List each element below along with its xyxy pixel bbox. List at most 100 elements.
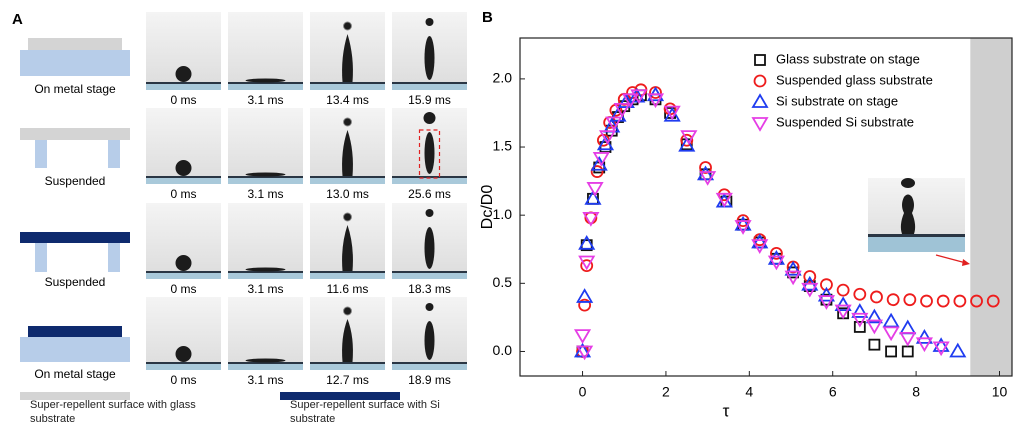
reflection [228,273,303,279]
reflection [392,364,467,370]
data-point [865,319,883,335]
data-point [678,136,696,152]
jet [424,321,435,360]
data-point [803,270,817,283]
y-axis-label: Dc/D0 [479,185,496,230]
data-point [715,192,733,208]
reflection [146,84,221,90]
photo [228,108,303,184]
x-tick-label: 8 [912,384,920,400]
time-label: 3.1 ms [247,187,283,201]
legend-marker [751,93,769,108]
data-point [576,345,594,361]
substrate [228,362,303,364]
data-point [680,133,694,147]
reflection [310,364,385,370]
legend-label: Si substrate on stage [776,93,898,108]
inset [868,178,970,266]
data-point [680,130,698,145]
y-tick-label: 2.0 [493,70,513,86]
data-point [734,215,752,231]
substrate [228,82,303,84]
data-point [834,296,852,312]
data-point [920,294,933,308]
data-point [801,282,819,298]
data-point [899,319,917,335]
data-point [970,294,983,308]
data-point [586,182,604,197]
droplet [425,303,434,311]
droplet [343,306,352,316]
reflection [310,84,385,90]
substrate [392,271,467,273]
time-label: 3.1 ms [247,373,283,387]
data-point [699,161,712,174]
schematic [20,38,400,400]
data-point [590,165,604,178]
x-tick-label: 10 [992,384,1008,400]
row-label: Suspended [45,275,106,289]
droplet [245,358,286,363]
reflection [392,178,467,184]
panel-label: A [12,11,23,28]
droplet [245,172,286,177]
x-tick-label: 2 [662,384,670,400]
substrate [392,362,467,364]
data-point [853,287,867,301]
row-label: On metal stage [34,367,116,381]
data-point [836,283,850,297]
data-point [882,312,900,328]
data-point [596,135,615,151]
data-point [932,341,950,357]
data-point [582,212,600,227]
data-point [851,312,869,328]
data-point [949,342,967,358]
x-tick-label: 4 [745,384,753,400]
substrate [146,82,221,84]
data-point [953,294,967,308]
substrate [146,271,221,273]
data-point [576,288,594,303]
data-point [853,321,866,333]
reflection [146,178,221,184]
data-point [899,331,917,347]
photo [228,12,303,90]
droplet [343,117,352,127]
jet [424,227,435,269]
droplet [175,160,192,176]
droplet [175,66,192,82]
droplet [425,18,434,26]
time-label: 15.9 ms [408,93,451,107]
data-point [598,130,617,145]
substrate [310,82,385,84]
row-label: Suspended [45,174,106,188]
data-point [868,338,881,351]
photo [228,203,303,279]
jet [342,319,353,362]
data-point [751,239,769,254]
substrate [146,362,221,364]
time-label: 0 ms [170,187,196,201]
row-label: On metal stage [34,82,116,96]
data-point [767,255,785,271]
time-label: 3.1 ms [247,282,283,296]
panel-label: B [482,9,493,26]
substrate [392,176,467,178]
data-point [605,116,623,132]
droplet [343,212,352,222]
jet [342,130,353,176]
droplet [425,209,434,217]
data-point [578,255,596,271]
data-point [770,246,783,260]
time-label: 12.7 ms [326,373,369,387]
data-point [986,294,1000,308]
substrate [146,176,221,178]
legend-marker [753,74,767,88]
data-point [882,326,900,342]
jet [342,34,353,82]
time-label: 25.6 ms [408,187,451,201]
jet [424,36,435,80]
data-point [573,329,592,344]
y-tick-label: 1.5 [493,138,513,154]
data-point [578,235,596,250]
